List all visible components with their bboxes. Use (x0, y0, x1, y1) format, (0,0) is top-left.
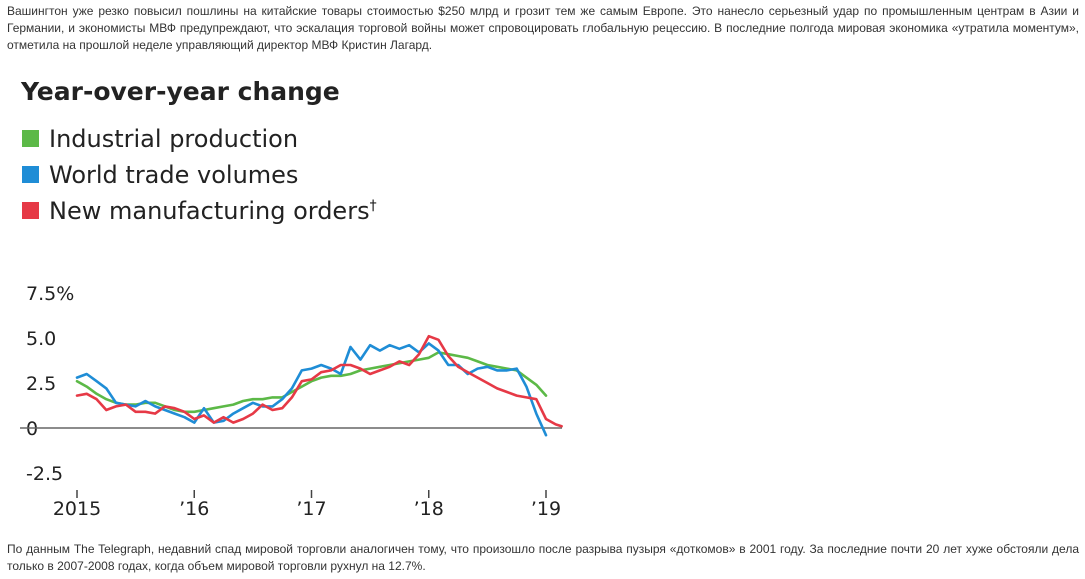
legend-label-industrial-production: Industrial production (49, 125, 298, 153)
article-paragraph-top: Вашингтон уже резко повысил пошлины на к… (7, 4, 1079, 52)
x-tick-label: ’16 (179, 498, 209, 520)
legend-item-world-trade-volumes: World trade volumes (22, 161, 298, 189)
industrial-production-line (75, 351, 548, 414)
legend-label-new-manufacturing-orders: New manufacturing orders† (49, 197, 377, 225)
y-tick-label: 5.0 (26, 328, 56, 350)
legend-item-new-manufacturing-orders: New manufacturing orders† (22, 197, 377, 225)
y-tick-label: 0 (26, 418, 38, 440)
x-tick-label: ’19 (531, 498, 561, 520)
y-tick-label: -2.5 (26, 463, 63, 485)
y-axis: 7.5% 5.0 2.5 0 -2.5 (26, 283, 74, 485)
plot-area (75, 334, 563, 437)
new-manufacturing-orders-line (75, 334, 563, 428)
y-tick-label: 7.5% (26, 283, 74, 305)
x-tick-label: 2015 (53, 498, 101, 520)
legend-label-new-manufacturing-orders-text: New manufacturing orders (49, 197, 370, 225)
legend-swatch-new-manufacturing-orders (22, 202, 39, 219)
legend: Industrial production World trade volume… (22, 125, 377, 225)
legend-swatch-industrial-production (22, 130, 39, 147)
legend-dagger: † (370, 198, 377, 214)
world-trade-volumes-line (75, 342, 548, 437)
y-tick-label: 2.5 (26, 373, 56, 395)
legend-label-world-trade-volumes: World trade volumes (49, 161, 298, 189)
x-tick-label: ’18 (414, 498, 444, 520)
legend-swatch-world-trade-volumes (22, 166, 39, 183)
x-axis: 2015 ’16 ’17 ’18 ’19 (53, 490, 561, 520)
chart-title: Year-over-year change (20, 77, 340, 106)
x-tick-label: ’17 (296, 498, 326, 520)
article-paragraph-bottom: По данным The Telegraph, недавний спад м… (7, 542, 1079, 573)
legend-item-industrial-production: Industrial production (22, 125, 298, 153)
year-over-year-chart: Year-over-year change Industrial product… (20, 77, 563, 520)
